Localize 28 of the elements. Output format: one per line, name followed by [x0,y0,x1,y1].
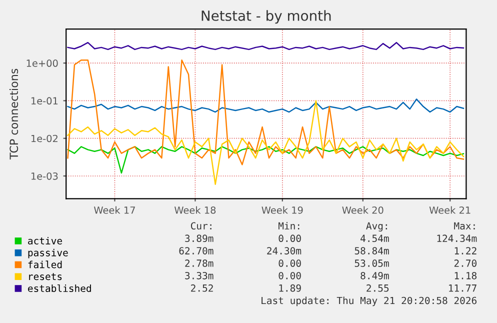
x-tick-label: Week 19 [262,206,303,214]
x-tick-label: Week 18 [174,206,216,214]
line-series [67,98,464,113]
text: 2.78m 0.00 53.05m 2.70 [185,260,476,267]
y-tick-label: 1e-01 [31,97,58,105]
legend-label: passive [28,248,68,258]
line-series [67,42,464,50]
x-tick-label: Week 21 [429,206,470,214]
x-tick-label: Week 17 [94,206,135,214]
legend-label: established [28,284,91,292]
text: Last update: Thu May 21 20:20:58 2026 [262,296,476,306]
y-tick-label: 1e-02 [31,134,58,142]
legend-label: active [28,236,62,244]
legend-label: failed [28,260,62,268]
text: 62.70m 24.30m 58.84m 1.22 [179,247,476,254]
chart-title: Netstat - by month [202,10,331,24]
line-series [67,146,464,174]
text: 2.52 1.89 2.55 11.77 [191,284,476,292]
line-series [67,100,464,185]
text: 3.89m 0.00 4.54m 124.34m [185,234,477,242]
y-tick-label: 1e+00 [26,60,58,67]
y-tick-label: 1e-03 [31,172,58,180]
text: 3.33m 0.00 8.49m 1.18 [185,272,477,280]
text: Cur: Min: Avg: Max: [190,222,475,232]
line-series [67,59,464,166]
x-tick-label: Week 20 [342,206,384,214]
legend-label: resets [29,273,62,280]
y-axis-title: TCP connections [9,68,18,160]
